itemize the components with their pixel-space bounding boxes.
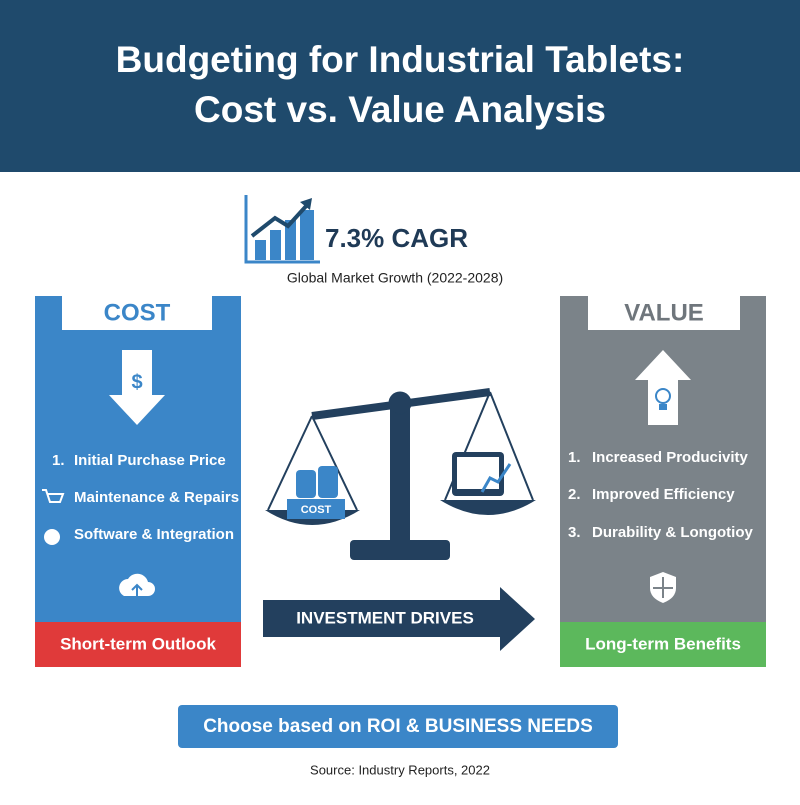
cta-banner bbox=[178, 705, 618, 748]
title-line: Budgeting for Industrial Tablets: bbox=[116, 39, 685, 80]
upload-arrow bbox=[131, 583, 143, 598]
dollar-icon: $ bbox=[131, 371, 142, 393]
source-note: Source: Industry Reports, 2022 bbox=[310, 762, 490, 777]
item-marker: 3. bbox=[568, 524, 581, 541]
coin-stacks bbox=[296, 466, 338, 498]
item-label: Initial Purchase Price bbox=[74, 452, 226, 469]
panel-footer bbox=[35, 622, 241, 667]
up-arrow-icon bbox=[635, 350, 691, 425]
scale-pivot bbox=[388, 391, 412, 415]
panel-tab bbox=[62, 296, 212, 330]
panel-heading: VALUE bbox=[624, 299, 704, 326]
item-label: Improved Efficiency bbox=[592, 486, 735, 503]
item-label: Durability & Longotioy bbox=[592, 524, 753, 541]
value-panel: VALUE 1. Increased Producivity 2. Improv… bbox=[560, 296, 766, 667]
bulb-base bbox=[659, 404, 667, 410]
growth-caption: Global Market Growth (2022-2028) bbox=[287, 270, 503, 286]
panel-tab bbox=[588, 296, 740, 330]
panel-footer bbox=[560, 622, 766, 667]
item-label: Maintenance & Repairs bbox=[74, 489, 239, 506]
item-marker: 1. bbox=[568, 449, 581, 466]
panel-heading: COST bbox=[104, 299, 171, 326]
item-marker: 1. bbox=[52, 452, 65, 469]
arrow-label: INVESTMENT DRIVES bbox=[296, 608, 474, 627]
investment-arrow bbox=[263, 587, 535, 651]
right-pan bbox=[440, 500, 536, 515]
item-label: Increased Producivity bbox=[592, 449, 749, 466]
cloud-icon bbox=[44, 529, 60, 545]
item-label: Software & Integration bbox=[74, 526, 234, 543]
down-arrow-icon bbox=[109, 350, 165, 425]
cost-panel: COST $ 1. Initial Purchase Price Mainten… bbox=[35, 296, 241, 667]
scale-post bbox=[390, 405, 410, 545]
scale-base bbox=[350, 540, 450, 560]
scale-strings bbox=[267, 391, 534, 511]
shield-mark bbox=[653, 577, 673, 598]
bulb-icon bbox=[655, 388, 671, 404]
footer-label: Long-term Benefits bbox=[585, 634, 741, 653]
growth-stat: 7.3% CAGR bbox=[325, 223, 468, 253]
cart-icon bbox=[42, 489, 65, 503]
header-band bbox=[0, 0, 800, 172]
title-line: Cost vs. Value Analysis bbox=[194, 89, 606, 130]
growth-icon bbox=[244, 195, 320, 264]
banner-label: Choose based on ROI & BUSINESS NEEDS bbox=[203, 716, 593, 737]
footer-label: Short-term Outlook bbox=[60, 634, 216, 653]
cost-tag bbox=[287, 499, 345, 519]
item-marker: 2. bbox=[568, 486, 581, 503]
cost-tag-label: COST bbox=[301, 504, 332, 516]
tablet-icon bbox=[452, 452, 512, 496]
